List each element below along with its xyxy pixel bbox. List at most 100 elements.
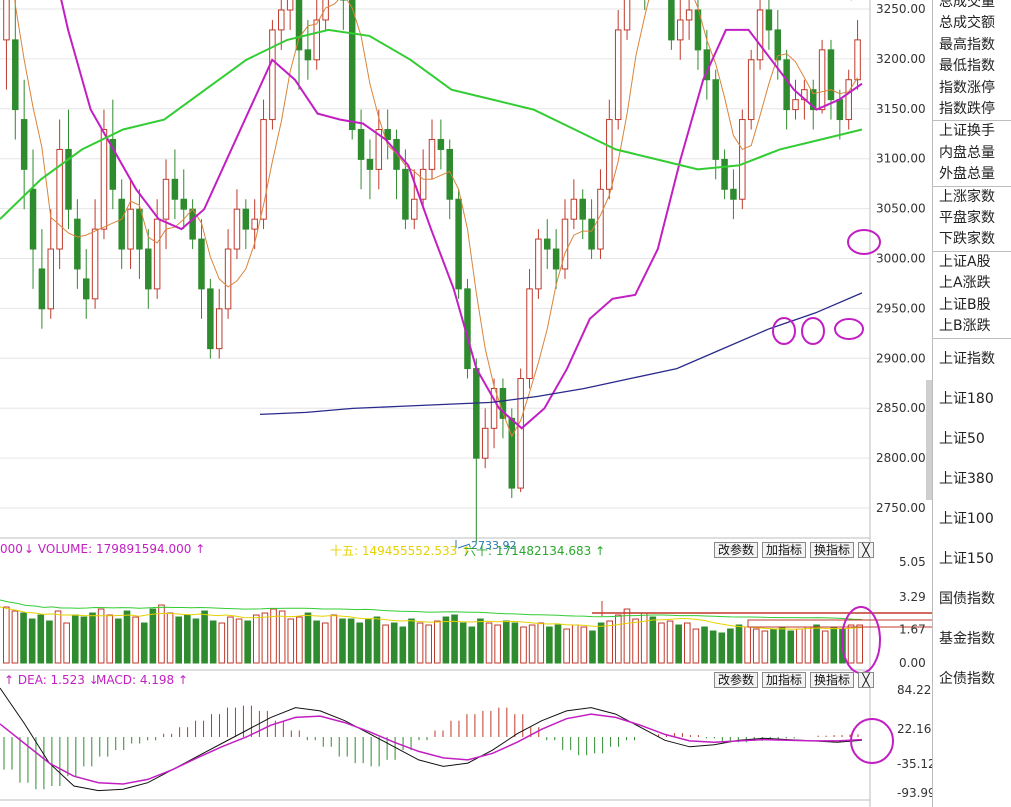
sidebar-index-item[interactable]: 基金指数 — [939, 630, 995, 647]
sidebar-index-item[interactable]: 上证180 — [939, 390, 994, 407]
volume-ma60-label: 六十: 171482134.683 ↑ — [464, 544, 606, 558]
annotation-circle — [772, 317, 796, 345]
volume-bar — [727, 628, 734, 664]
price-tick-label: 2750.00 — [876, 501, 926, 515]
volume-ma60-line — [0, 599, 863, 620]
candle-body — [544, 238, 551, 250]
volume-bar — [658, 622, 665, 664]
volume-bar — [304, 612, 312, 664]
index-sidebar: 总成交量 总成交额 最高指数 最低指数 指数涨停 指数跌停 上证换手 内盘总量 … — [932, 0, 1011, 807]
volume-bar — [546, 626, 553, 664]
candle-body — [490, 387, 498, 429]
sidebar-item[interactable]: 平盘家数 — [939, 210, 995, 227]
change-params-button[interactable]: 改参数 — [714, 672, 759, 688]
volume-bar — [770, 628, 777, 664]
low-marker-label: 2733.92 — [471, 539, 517, 552]
candle-body — [827, 49, 835, 101]
volume-bar — [209, 620, 217, 664]
candle-body — [552, 248, 560, 270]
candle-body — [74, 218, 81, 270]
sidebar-index-item[interactable]: 上证380 — [939, 470, 994, 487]
sidebar-item[interactable]: 上涨家数 — [939, 188, 995, 205]
volume-bar — [37, 614, 45, 664]
add-indicator-button[interactable]: 加指标 — [762, 672, 807, 688]
volume-bar — [11, 610, 19, 664]
candle-body — [623, 0, 631, 31]
low-marker-arrow — [457, 543, 471, 549]
candle-body — [12, 39, 19, 111]
candle-body — [251, 218, 258, 230]
volume-ma15-label: 十五: 149455552.533 ↑ — [330, 544, 472, 558]
sidebar-item[interactable]: 上证A股 — [939, 253, 991, 270]
volume-bar — [261, 612, 269, 664]
volume-bar — [666, 620, 674, 664]
candle-body — [765, 9, 773, 31]
sidebar-item[interactable]: 指数跌停 — [939, 101, 995, 118]
candle-body — [756, 9, 764, 61]
sidebar-item[interactable]: 内盘总量 — [939, 144, 995, 161]
volume-bar — [778, 626, 786, 664]
volume-bar — [149, 608, 157, 664]
price-tick-label: 3000.00 — [876, 252, 926, 266]
volume-bar — [787, 630, 795, 664]
candle-body — [260, 119, 267, 220]
candle-body — [189, 208, 196, 240]
sidebar-item[interactable]: 上证换手 — [939, 123, 995, 140]
volume-bar — [373, 616, 381, 664]
switch-indicator-button[interactable]: 换指标 — [810, 672, 855, 688]
candle-body — [56, 148, 63, 250]
price-tick-label: 3200.00 — [876, 52, 926, 66]
volume-bar — [580, 626, 588, 664]
volume-bar — [296, 616, 303, 664]
macd-tick-label: -93.99 — [897, 786, 936, 800]
sidebar-item[interactable]: 最高指数 — [939, 36, 995, 53]
sidebar-index-item[interactable]: 上证指数 — [939, 350, 995, 367]
volume-bar — [718, 632, 726, 664]
sidebar-index-item[interactable]: 上证150 — [939, 550, 994, 567]
sidebar-item[interactable]: 下跌家数 — [939, 231, 995, 248]
candle-body — [614, 29, 622, 121]
sidebar-index-item[interactable]: 国债指数 — [939, 590, 995, 607]
volume-bar — [752, 628, 760, 664]
candle-body — [38, 268, 46, 310]
sidebar-index-item[interactable]: 上证50 — [939, 430, 985, 447]
macd-dea-label: ↑ DEA: 1.523 ↓ — [4, 673, 99, 687]
volume-bar — [63, 622, 70, 664]
candle-body — [366, 158, 374, 170]
volume-bar — [442, 616, 450, 664]
volume-bar — [692, 628, 700, 664]
volume-bar — [623, 608, 631, 664]
volume-bar — [184, 614, 191, 664]
sidebar-item[interactable]: 总成交额 — [939, 15, 995, 32]
sidebar-item[interactable]: 总成交量 — [939, 0, 995, 10]
close-icon[interactable]: ╳ — [858, 542, 875, 558]
sidebar-index-item[interactable]: 上证100 — [939, 510, 994, 527]
switch-indicator-button[interactable]: 换指标 — [810, 542, 855, 558]
sidebar-item[interactable]: 上A涨跌 — [939, 275, 991, 292]
sidebar-item[interactable]: 最低指数 — [939, 58, 995, 75]
candle-body — [455, 198, 462, 290]
volume-bar — [744, 626, 751, 664]
volume-bar — [468, 626, 476, 664]
candle-body — [313, 19, 320, 61]
candle-body — [198, 238, 205, 290]
volume-bar — [856, 624, 863, 664]
candle-body — [419, 168, 427, 200]
sidebar-item[interactable]: 外盘总量 — [939, 166, 995, 183]
vertical-scrollbar[interactable] — [926, 380, 932, 500]
candle-body — [109, 138, 117, 190]
sidebar-index-item[interactable]: 企债指数 — [939, 670, 995, 687]
volume-bar — [218, 622, 226, 664]
volume-bar — [701, 626, 708, 664]
volume-bar — [451, 614, 458, 664]
sidebar-item[interactable]: 上证B股 — [939, 296, 991, 313]
sidebar-item[interactable]: 上B涨跌 — [939, 318, 991, 335]
sidebar-item[interactable]: 指数涨停 — [939, 79, 995, 96]
volume-bar — [20, 612, 27, 664]
volume-bar — [416, 622, 424, 664]
change-params-button[interactable]: 改参数 — [714, 542, 759, 558]
close-icon[interactable]: ╳ — [858, 672, 875, 688]
add-indicator-button[interactable]: 加指标 — [762, 542, 807, 558]
candle-body — [676, 19, 684, 41]
